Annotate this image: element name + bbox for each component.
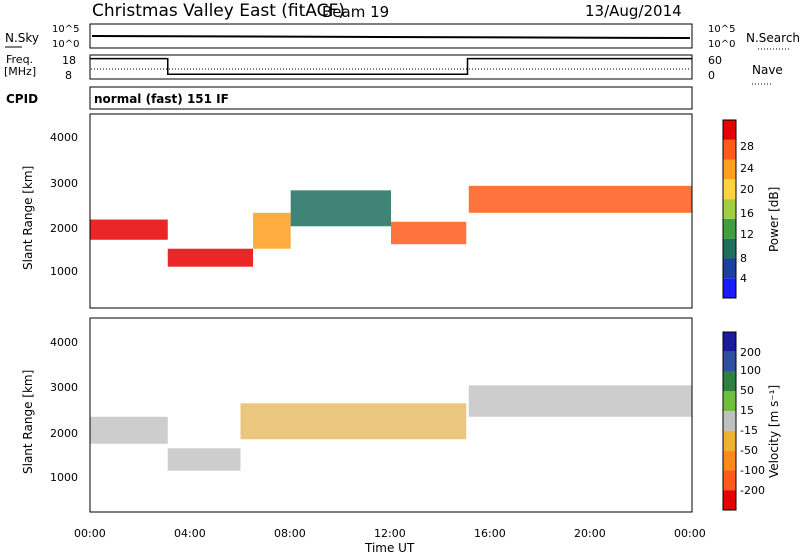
power-band-5 [468, 185, 692, 213]
velocity-scale-block-6 [723, 450, 736, 471]
velocity-scale-block-5 [723, 430, 736, 451]
power-range-tick-3000: 3000 [50, 177, 78, 190]
freq-label-1: Freq. [6, 53, 33, 66]
time-tick-0400: 04:00 [174, 527, 206, 540]
velocity-scale-tick-minus200: -200 [740, 484, 765, 497]
power-scale-tick-8: 8 [740, 252, 747, 265]
velocity-scale-block-0 [723, 332, 736, 352]
velocity-range-tick-2000: 2000 [50, 427, 78, 440]
power-band-0 [90, 219, 168, 240]
power-scale-blocks [723, 120, 736, 298]
time-tick-0800: 08:00 [274, 527, 306, 540]
velocity-band-2 [240, 403, 467, 440]
nave-tick-top: 60 [708, 54, 722, 67]
velocity-band-1 [167, 448, 241, 471]
n-sky-tick-bottom: 10^0 [52, 39, 79, 50]
velocity-scale-tick-minus100: -100 [740, 464, 765, 477]
noise-trace [91, 35, 691, 39]
power-scale-block-3 [723, 218, 736, 239]
n-search-label: N.Search [746, 31, 800, 45]
velocity-scale-tick-50: 50 [740, 384, 754, 397]
velocity-heatmap [90, 385, 692, 471]
n-search-tick-bottom: 10^0 [708, 39, 735, 50]
beam-label: Beam 19 [322, 3, 389, 21]
power-band-2 [253, 212, 291, 249]
freq-tick-top: 18 [62, 54, 76, 67]
n-sky-label: N.Sky [5, 31, 39, 45]
cpid-text: normal (fast) 151 IF [94, 92, 229, 106]
cpid-label: CPID [6, 92, 38, 106]
n-search-tick-top: 10^5 [708, 24, 735, 35]
velocity-band-0 [90, 416, 168, 444]
velocity-scale-tick-minus50: -50 [740, 444, 758, 457]
freq-panel: Freq. [MHz] 18 8 Nave 60 0 [4, 53, 783, 85]
velocity-scale-block-8 [723, 490, 736, 510]
power-scale-tick-28: 28 [740, 140, 754, 153]
time-tick-2400: 00:00 [674, 527, 706, 540]
power-scale-label: Power [dB] [767, 187, 781, 252]
power-heatmap [90, 185, 692, 267]
power-color-scale: 4 8 12 16 20 24 28 Power [dB] [722, 119, 781, 299]
time-tick-2000: 20:00 [574, 527, 606, 540]
power-band-3 [290, 190, 391, 227]
station-title: Christmas Valley East (fitACF) [92, 1, 345, 21]
power-scale-block-0 [723, 278, 736, 298]
date-label: 13/Aug/2014 [585, 2, 682, 20]
power-scale-block-4 [723, 199, 736, 219]
velocity-scale-tick-100: 100 [740, 364, 761, 377]
velocity-scale-tick-200: 200 [740, 346, 761, 359]
time-axis-label: Time UT [364, 541, 415, 554]
power-range-label: Slant Range [km] [21, 166, 35, 270]
nave-label: Nave [752, 63, 783, 77]
power-scale-block-1 [723, 258, 736, 279]
time-tick-1600: 16:00 [474, 527, 506, 540]
velocity-color-scale: 200 100 50 15 -15 -50 -100 -200 Velocity… [722, 331, 781, 511]
power-scale-block-5 [723, 179, 736, 200]
power-range-tick-1000: 1000 [50, 265, 78, 278]
nave-tick-bottom: 0 [708, 69, 715, 82]
velocity-scale-block-7 [723, 470, 736, 491]
power-range-tick-2000: 2000 [50, 222, 78, 235]
power-scale-tick-20: 20 [740, 183, 754, 196]
velocity-scale-tick-15: 15 [740, 404, 754, 417]
freq-step-line [90, 57, 692, 75]
power-scale-tick-24: 24 [740, 162, 754, 175]
power-scale-tick-4: 4 [740, 272, 747, 285]
noise-sky-line [91, 35, 691, 39]
velocity-range-tick-1000: 1000 [50, 471, 78, 484]
velocity-range-tick-4000: 4000 [50, 336, 78, 349]
velocity-panel: Slant Range [km] 1000 2000 3000 4000 [21, 317, 693, 513]
velocity-scale-label: Velocity [m s⁻¹] [767, 385, 781, 478]
time-tick-1200: 12:00 [374, 527, 406, 540]
power-scale-block-2 [723, 238, 736, 259]
noise-panel: N.Sky 10^5 10^0 N.Search 10^5 10^0 [5, 23, 800, 50]
freq-label-2: [MHz] [4, 65, 36, 78]
freq-tick-bottom: 8 [65, 69, 72, 82]
n-sky-tick-top: 10^5 [52, 24, 79, 35]
power-scale-block-8 [723, 120, 736, 140]
power-panel: Slant Range [km] 1000 2000 3000 4000 [21, 113, 693, 309]
cpid-panel: CPID normal (fast) 151 IF [6, 86, 693, 110]
velocity-band-3 [468, 385, 692, 417]
time-axis: 00:00 04:00 08:00 12:00 16:00 20:00 00:0… [74, 527, 706, 554]
power-scale-block-7 [723, 139, 736, 160]
velocity-scale-block-3 [723, 391, 736, 412]
power-scale-tick-12: 12 [740, 228, 754, 241]
velocity-scale-block-1 [723, 351, 736, 372]
velocity-scale-blocks [723, 332, 736, 510]
velocity-range-tick-3000: 3000 [50, 381, 78, 394]
velocity-scale-block-4 [723, 411, 736, 431]
power-scale-tick-16: 16 [740, 207, 754, 220]
velocity-range-label: Slant Range [km] [21, 370, 35, 474]
velocity-scale-tick-minus15: -15 [740, 424, 758, 437]
time-tick-0000: 00:00 [74, 527, 106, 540]
power-band-4 [391, 221, 467, 245]
power-range-tick-4000: 4000 [50, 131, 78, 144]
velocity-scale-block-2 [723, 371, 736, 392]
power-band-1 [167, 248, 254, 267]
power-scale-block-6 [723, 159, 736, 180]
